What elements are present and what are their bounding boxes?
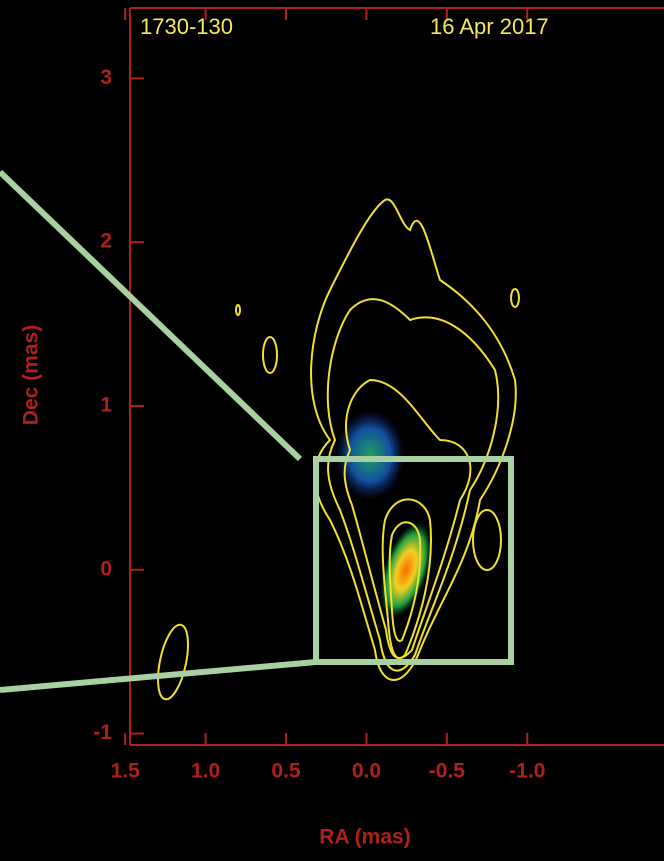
x-tick-label: 0.5 xyxy=(271,760,301,783)
epoch: 16 Apr 2017 xyxy=(430,14,549,39)
contour xyxy=(511,289,519,307)
chart: 1730-130 16 Apr 2017 RA (mas) Dec (mas) … xyxy=(0,0,664,861)
y-tick-label: 3 xyxy=(100,66,112,89)
contour xyxy=(473,510,501,570)
x-axis-label: RA (mas) xyxy=(319,826,410,849)
y-tick-label: 1 xyxy=(100,394,112,417)
image xyxy=(152,199,519,701)
contour xyxy=(263,337,277,373)
y-tick-label: -1 xyxy=(93,721,112,744)
y-tick-label: 2 xyxy=(100,230,112,253)
x-tick-label: -0.5 xyxy=(429,760,466,783)
zoom-line xyxy=(0,172,300,459)
y-tick-label: 0 xyxy=(100,557,112,580)
x-tick-label: 1.5 xyxy=(111,760,141,783)
x-tick-label: -1.0 xyxy=(509,760,545,783)
zoom-box xyxy=(0,172,511,690)
y-axis-label: Dec (mas) xyxy=(20,325,43,425)
contour xyxy=(236,305,240,315)
x-tick-label: 0.0 xyxy=(352,760,381,783)
source-name: 1730-130 xyxy=(140,14,233,39)
x-tick-label: 1.0 xyxy=(191,760,220,783)
beam xyxy=(152,622,193,702)
